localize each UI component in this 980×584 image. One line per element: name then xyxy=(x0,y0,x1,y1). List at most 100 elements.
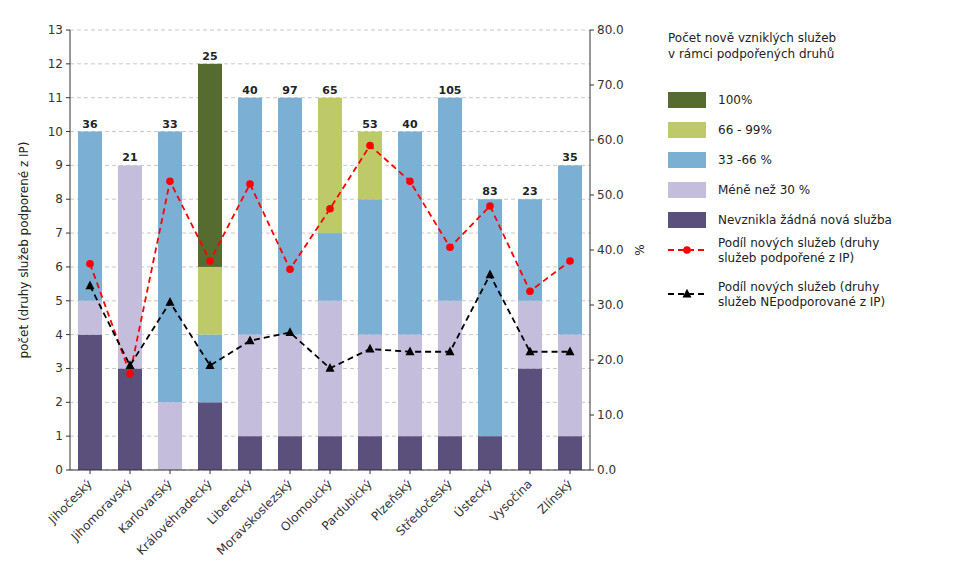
bar-segment xyxy=(478,199,502,436)
y-tick xyxy=(66,436,70,437)
x-tick xyxy=(370,470,371,474)
text-line: 100% xyxy=(718,93,752,107)
y-tick-label: 9 xyxy=(55,158,63,172)
x-tick-label: Královéhradecký xyxy=(134,477,215,558)
bar-segment xyxy=(438,301,462,436)
bar-annotation: 83 xyxy=(482,185,497,198)
bar-annotation: 105 xyxy=(439,84,462,97)
bar-segment xyxy=(358,199,382,334)
bar-segment xyxy=(358,132,382,200)
bar-series xyxy=(198,64,222,267)
y-tick xyxy=(66,30,70,31)
legend-label: Podíl nových služeb (druhyslužeb NEpodpo… xyxy=(718,280,885,309)
marker-triangle xyxy=(566,347,575,356)
marker-triangle xyxy=(126,360,135,369)
text-line: Počet nově vzniklých služeb xyxy=(668,31,836,45)
y2-tick xyxy=(590,195,594,196)
marker-circle xyxy=(166,177,174,185)
bar-segment xyxy=(78,131,102,132)
legend-label: Nevznikla žádná nová služba xyxy=(718,213,892,227)
marker-circle xyxy=(286,265,294,273)
bar-segment xyxy=(238,335,262,437)
marker-circle xyxy=(446,243,454,251)
bar-segment xyxy=(118,165,142,166)
y-tick-label: 0 xyxy=(55,463,63,477)
y-tick-label: 7 xyxy=(55,226,63,240)
bar-segment xyxy=(318,233,342,301)
x-tick xyxy=(490,470,491,474)
marker-triangle xyxy=(406,347,415,356)
y2-tick-label: 40.0 xyxy=(597,243,624,257)
bar-annotation: 97 xyxy=(282,84,297,97)
bar-segment xyxy=(158,402,182,470)
text-line: Nevznikla žádná nová služba xyxy=(718,213,892,227)
bar-annotation: 53 xyxy=(362,118,377,131)
axes: 0123456789101112130.010.020.030.040.050.… xyxy=(17,23,647,558)
bar-segment xyxy=(518,199,542,200)
y-tick-label: 1 xyxy=(55,429,63,443)
bar-annotation: 23 xyxy=(522,185,537,198)
bar-segment xyxy=(518,368,542,470)
bar-annotation: 35 xyxy=(562,151,577,164)
bar-segment xyxy=(278,98,302,335)
text-line: Podíl nových služeb (druhy xyxy=(718,236,879,250)
page: {"chart_data": { "type": "bar", "stacked… xyxy=(0,0,980,584)
marker-circle xyxy=(366,142,374,150)
y2-tick-label: 30.0 xyxy=(597,298,624,312)
x-tick-label: Moravskoslezský xyxy=(214,477,295,558)
bar-segment xyxy=(438,436,462,470)
bar-segment xyxy=(78,301,102,335)
x-tick xyxy=(290,470,291,474)
marker-circle xyxy=(566,257,574,265)
y2-tick xyxy=(590,250,594,251)
chart: 0123456789101112130.010.020.030.040.050.… xyxy=(0,0,980,584)
bar-segment xyxy=(278,436,302,470)
bar-segment xyxy=(398,131,422,132)
bar-segment xyxy=(238,97,262,98)
bar-series xyxy=(78,165,582,470)
y-tick xyxy=(66,368,70,369)
marker-triangle xyxy=(526,347,535,356)
y-tick-label: 10 xyxy=(48,125,63,139)
y-tick xyxy=(66,199,70,200)
bar-segment xyxy=(518,199,542,200)
bar-segment xyxy=(238,97,262,98)
y-tick-label: 4 xyxy=(55,328,63,342)
line-series xyxy=(86,142,574,378)
marker-triangle xyxy=(683,289,692,298)
y-tick xyxy=(66,402,70,403)
x-tick xyxy=(210,470,211,474)
y2-tick xyxy=(590,415,594,416)
bar-annotation: 21 xyxy=(122,151,137,164)
y-tick-label: 8 xyxy=(55,192,63,206)
legend-title: Počet nově vzniklých služeb v rámci podpo… xyxy=(668,31,836,61)
legend-swatch xyxy=(668,92,706,108)
y2-tick-label: 50.0 xyxy=(597,188,624,202)
marker-triangle xyxy=(246,336,255,345)
bar-segment xyxy=(198,335,222,403)
marker-triangle xyxy=(166,297,175,306)
bar-segment xyxy=(318,98,342,233)
text-line: v rámci podpořených druhů xyxy=(668,47,834,61)
bar-segment xyxy=(358,131,382,132)
grid-line xyxy=(70,30,590,31)
marker-triangle xyxy=(206,360,215,369)
marker-circle xyxy=(526,287,534,295)
marker-circle xyxy=(206,257,214,265)
bar-segment xyxy=(78,131,102,132)
bar-annotation: 25 xyxy=(202,50,217,63)
marker-triangle xyxy=(486,270,495,279)
marker-circle xyxy=(683,246,691,254)
bar-annotation: 65 xyxy=(322,84,337,97)
legend-swatch xyxy=(668,182,706,198)
bar-annotation: 40 xyxy=(242,84,258,97)
annotations: 362133254097655340105832335 xyxy=(82,50,577,198)
line xyxy=(90,146,570,374)
x-tick xyxy=(330,470,331,474)
x-tick-label: Středočeský xyxy=(393,477,455,539)
x-tick xyxy=(170,470,171,474)
y-tick-label: 12 xyxy=(48,57,63,71)
bar-segment xyxy=(438,97,462,98)
line-series xyxy=(86,270,575,372)
bar-segment xyxy=(118,165,142,166)
